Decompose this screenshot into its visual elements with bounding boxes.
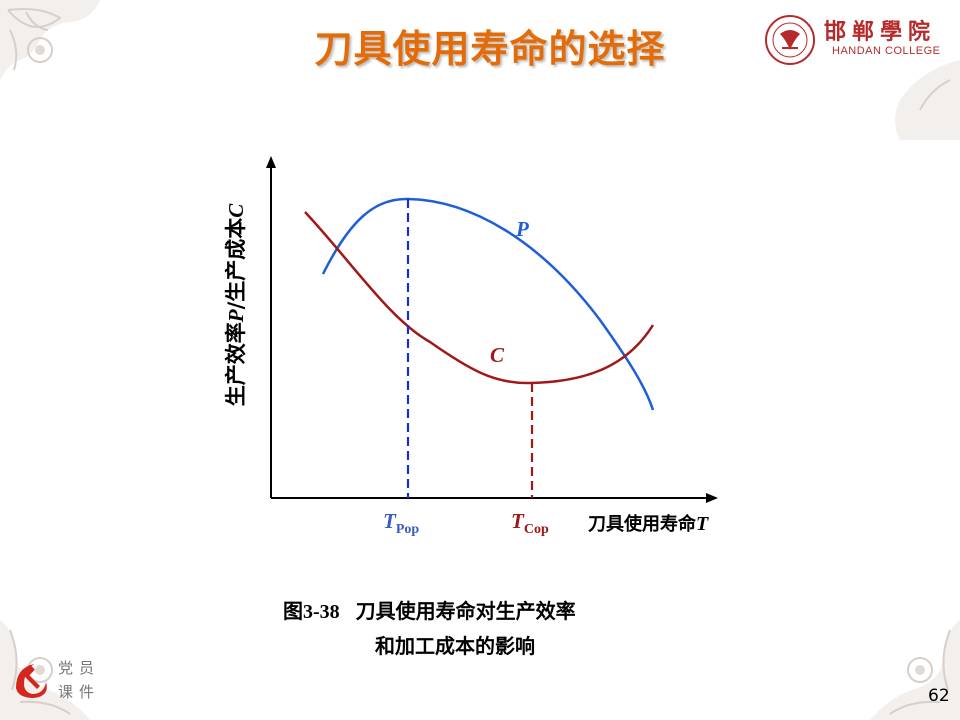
tcop-label-main: T (511, 509, 525, 533)
caption-line1: 刀具使用寿命对生产效率 (355, 599, 576, 623)
curve-c-label: C (490, 343, 505, 367)
college-name-en: HANDAN COLLEGE (832, 45, 941, 57)
curve-p (321, 197, 655, 411)
badge-line1: 党员 (58, 659, 101, 677)
x-axis-label-t: T (696, 513, 709, 535)
corner-ornament-top-left (0, 0, 100, 80)
corner-ornament-bottom-right (870, 620, 960, 720)
curve-p-label: P (515, 217, 529, 241)
badge-line2: 课件 (58, 683, 101, 701)
college-seal-icon (765, 15, 815, 65)
tpop-label-main: T (383, 509, 397, 533)
curve-c (304, 211, 655, 385)
tpop-label: TPop (383, 509, 419, 537)
college-name-cn: 邯郸學院 (824, 19, 937, 45)
caption-line2: 和加工成本的影响 (375, 634, 535, 658)
figure-caption: 图3-38 刀具使用寿命对生产效率 和加工成本的影响 (283, 594, 683, 663)
college-logo: 邯郸學院 HANDAN COLLEGE (760, 12, 950, 70)
party-emblem-icon (16, 664, 47, 698)
tpop-label-sub: Pop (396, 522, 420, 537)
figure-number: 图3-38 (283, 601, 340, 623)
slide-title: 刀具使用寿命的选择 (314, 27, 666, 71)
x-axis-label: 刀具使用寿命T (588, 513, 709, 535)
party-badge-text: 党员 课件 (58, 656, 100, 704)
page-number: 62 (928, 686, 950, 706)
tcop-label-sub: Cop (524, 522, 549, 537)
corner-ornament-top-right (895, 60, 960, 140)
x-axis-label-text: 刀具使用寿命 (588, 513, 697, 535)
tcop-label: TCop (511, 509, 549, 537)
